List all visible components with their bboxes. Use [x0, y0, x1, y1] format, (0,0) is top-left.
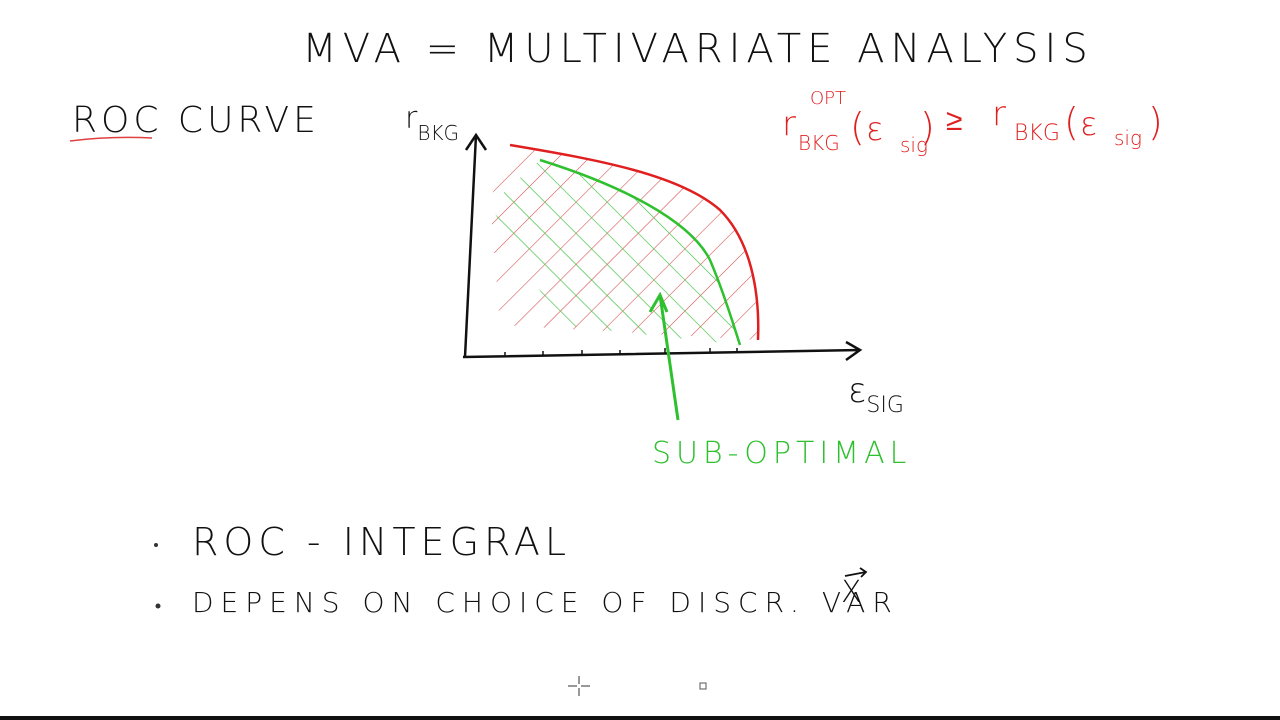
green-hatch [490, 160, 740, 345]
vector-arrow [844, 567, 868, 578]
x-label-base: ε [848, 371, 866, 411]
optimal-curve [509, 143, 760, 341]
x-axis-label: εSIG [848, 371, 904, 418]
cursor [568, 676, 590, 696]
y-axis [463, 132, 488, 358]
formula-part: r [782, 104, 796, 144]
x-axis [462, 340, 863, 362]
y-label-sub: BKG [417, 121, 459, 145]
y-axis-label: rBKG [405, 101, 459, 145]
formula-part: ε [1080, 105, 1097, 143]
formula-part: ≥ [946, 103, 962, 138]
bullet-text: ROC - INTEGRAL [192, 520, 571, 564]
formula-part: ( [1064, 100, 1079, 144]
title: MVA = MULTIVARIATE ANALYSIS [302, 26, 1094, 72]
underline [69, 136, 153, 142]
annotation-arrow [648, 291, 680, 421]
vector-symbol: X [841, 575, 862, 610]
annotation: SUB-OPTIMAL [652, 436, 911, 471]
formula-part: OPT [810, 88, 846, 109]
formula-part: r [992, 94, 1006, 134]
suboptimal-curve [539, 158, 742, 346]
formula-part: ( [850, 105, 865, 149]
cursor-icon [699, 682, 707, 690]
formula-part: sig [900, 133, 928, 157]
x-label-sub: SIG [866, 393, 904, 418]
formula-part: sig [1114, 126, 1142, 150]
formula-part: BKG [1014, 121, 1060, 146]
formula-part: ) [1148, 100, 1163, 144]
bottom-bar [0, 716, 1280, 720]
formula-part: ) [920, 105, 935, 149]
heading-roc: ROC CURVE [72, 100, 320, 141]
formula-part: BKG [798, 131, 840, 155]
bullet [155, 603, 161, 609]
formula-part: ε [866, 110, 883, 148]
y-label-base: r [405, 101, 418, 136]
bullet-text: DEPENS ON CHOICE OF DISCR. VAR [192, 586, 899, 619]
bullet [154, 543, 158, 547]
axis-ticks [504, 348, 738, 357]
